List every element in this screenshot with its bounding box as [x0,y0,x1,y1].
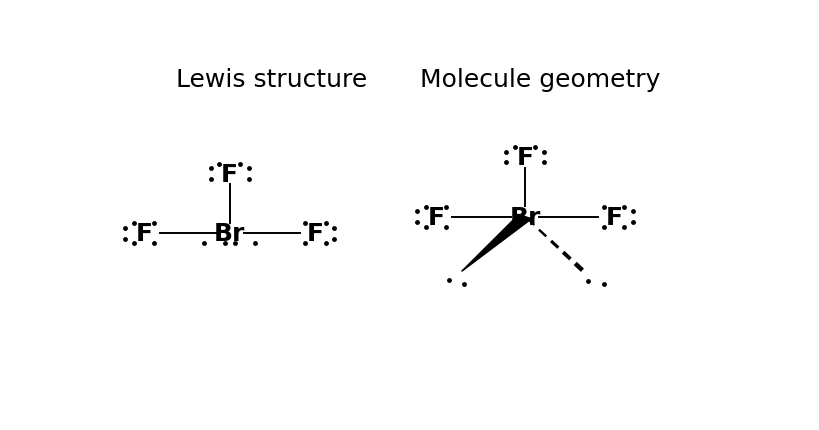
Text: Lewis structure: Lewis structure [175,68,366,92]
Text: F: F [516,146,533,169]
Text: F: F [221,162,238,186]
Text: Br: Br [214,222,245,246]
Text: F: F [135,222,152,246]
Text: F: F [605,205,622,229]
Polygon shape [461,215,531,272]
Text: Br: Br [509,205,541,229]
Text: Molecule geometry: Molecule geometry [420,68,660,92]
Text: F: F [428,205,444,229]
Text: F: F [306,222,324,246]
